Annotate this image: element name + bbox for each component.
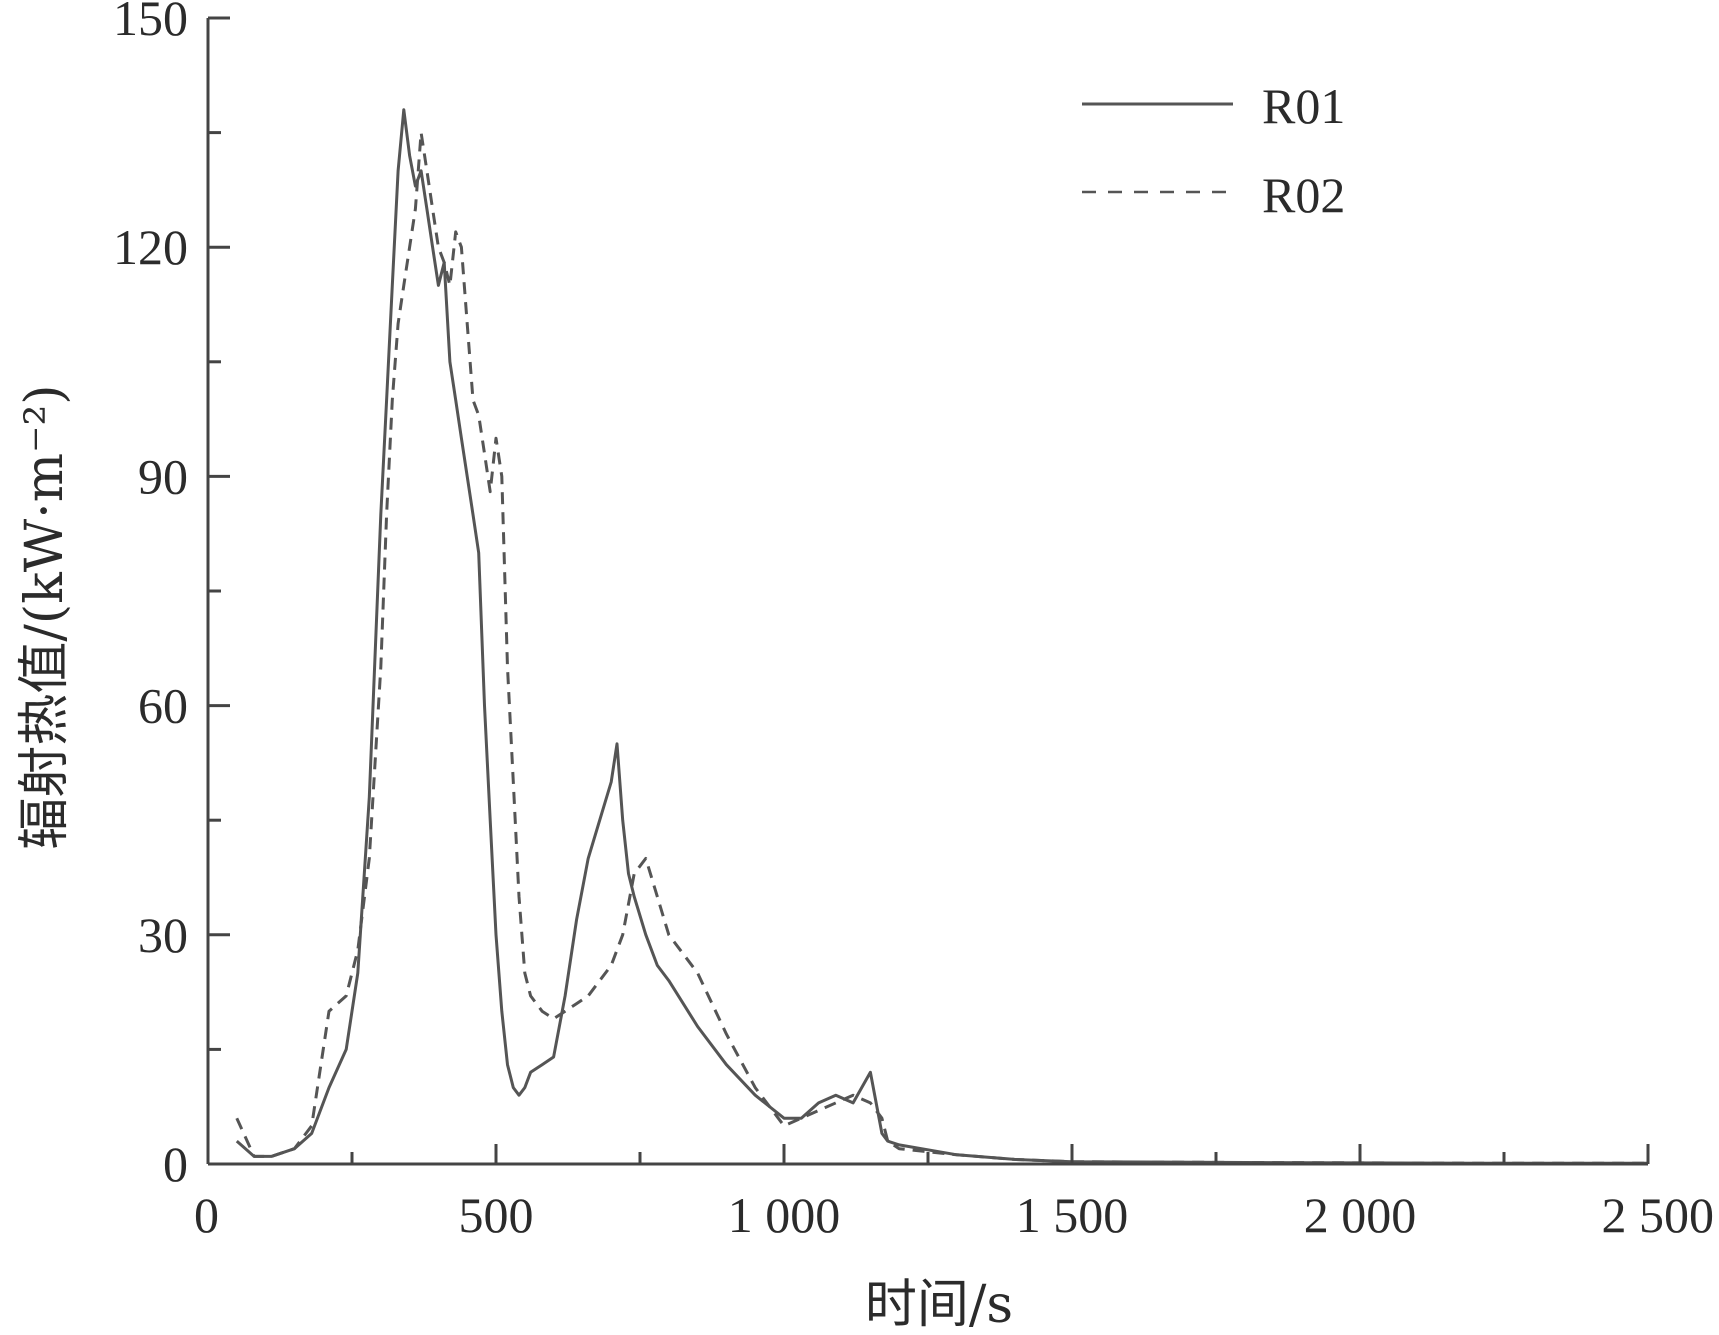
x-tick-label: 2 000 — [1304, 1187, 1417, 1243]
series-line-r02 — [235, 131, 1648, 1165]
y-ticks: 0 30 60 90 120 150 — [113, 0, 230, 1192]
legend: R01 R02 — [1082, 78, 1345, 223]
x-tick-label: 2 500 — [1602, 1187, 1715, 1243]
y-tick-label: 30 — [138, 907, 188, 963]
y-tick-label: 60 — [138, 678, 188, 734]
y-tick-label: 0 — [163, 1136, 188, 1192]
legend-label-r02: R02 — [1262, 167, 1345, 223]
y-tick-label: 90 — [138, 448, 188, 504]
x-tick-label: 0 — [194, 1187, 219, 1243]
x-tick-label: 1 000 — [728, 1187, 841, 1243]
y-tick-label: 150 — [113, 0, 188, 46]
x-tick-label: 1 500 — [1016, 1187, 1129, 1243]
x-tick-label: 500 — [459, 1187, 534, 1243]
x-axis-title: 时间/s — [865, 1275, 1013, 1335]
series-line-r01 — [235, 108, 1648, 1165]
y-axis-title: 辐射热值/(kW·m⁻²) — [15, 384, 75, 849]
y-tick-label: 120 — [113, 219, 188, 275]
x-ticks: 0 500 1 000 1 500 2 000 2 500 — [194, 1144, 1714, 1243]
legend-label-r01: R01 — [1262, 78, 1345, 134]
series-layer — [235, 108, 1648, 1165]
